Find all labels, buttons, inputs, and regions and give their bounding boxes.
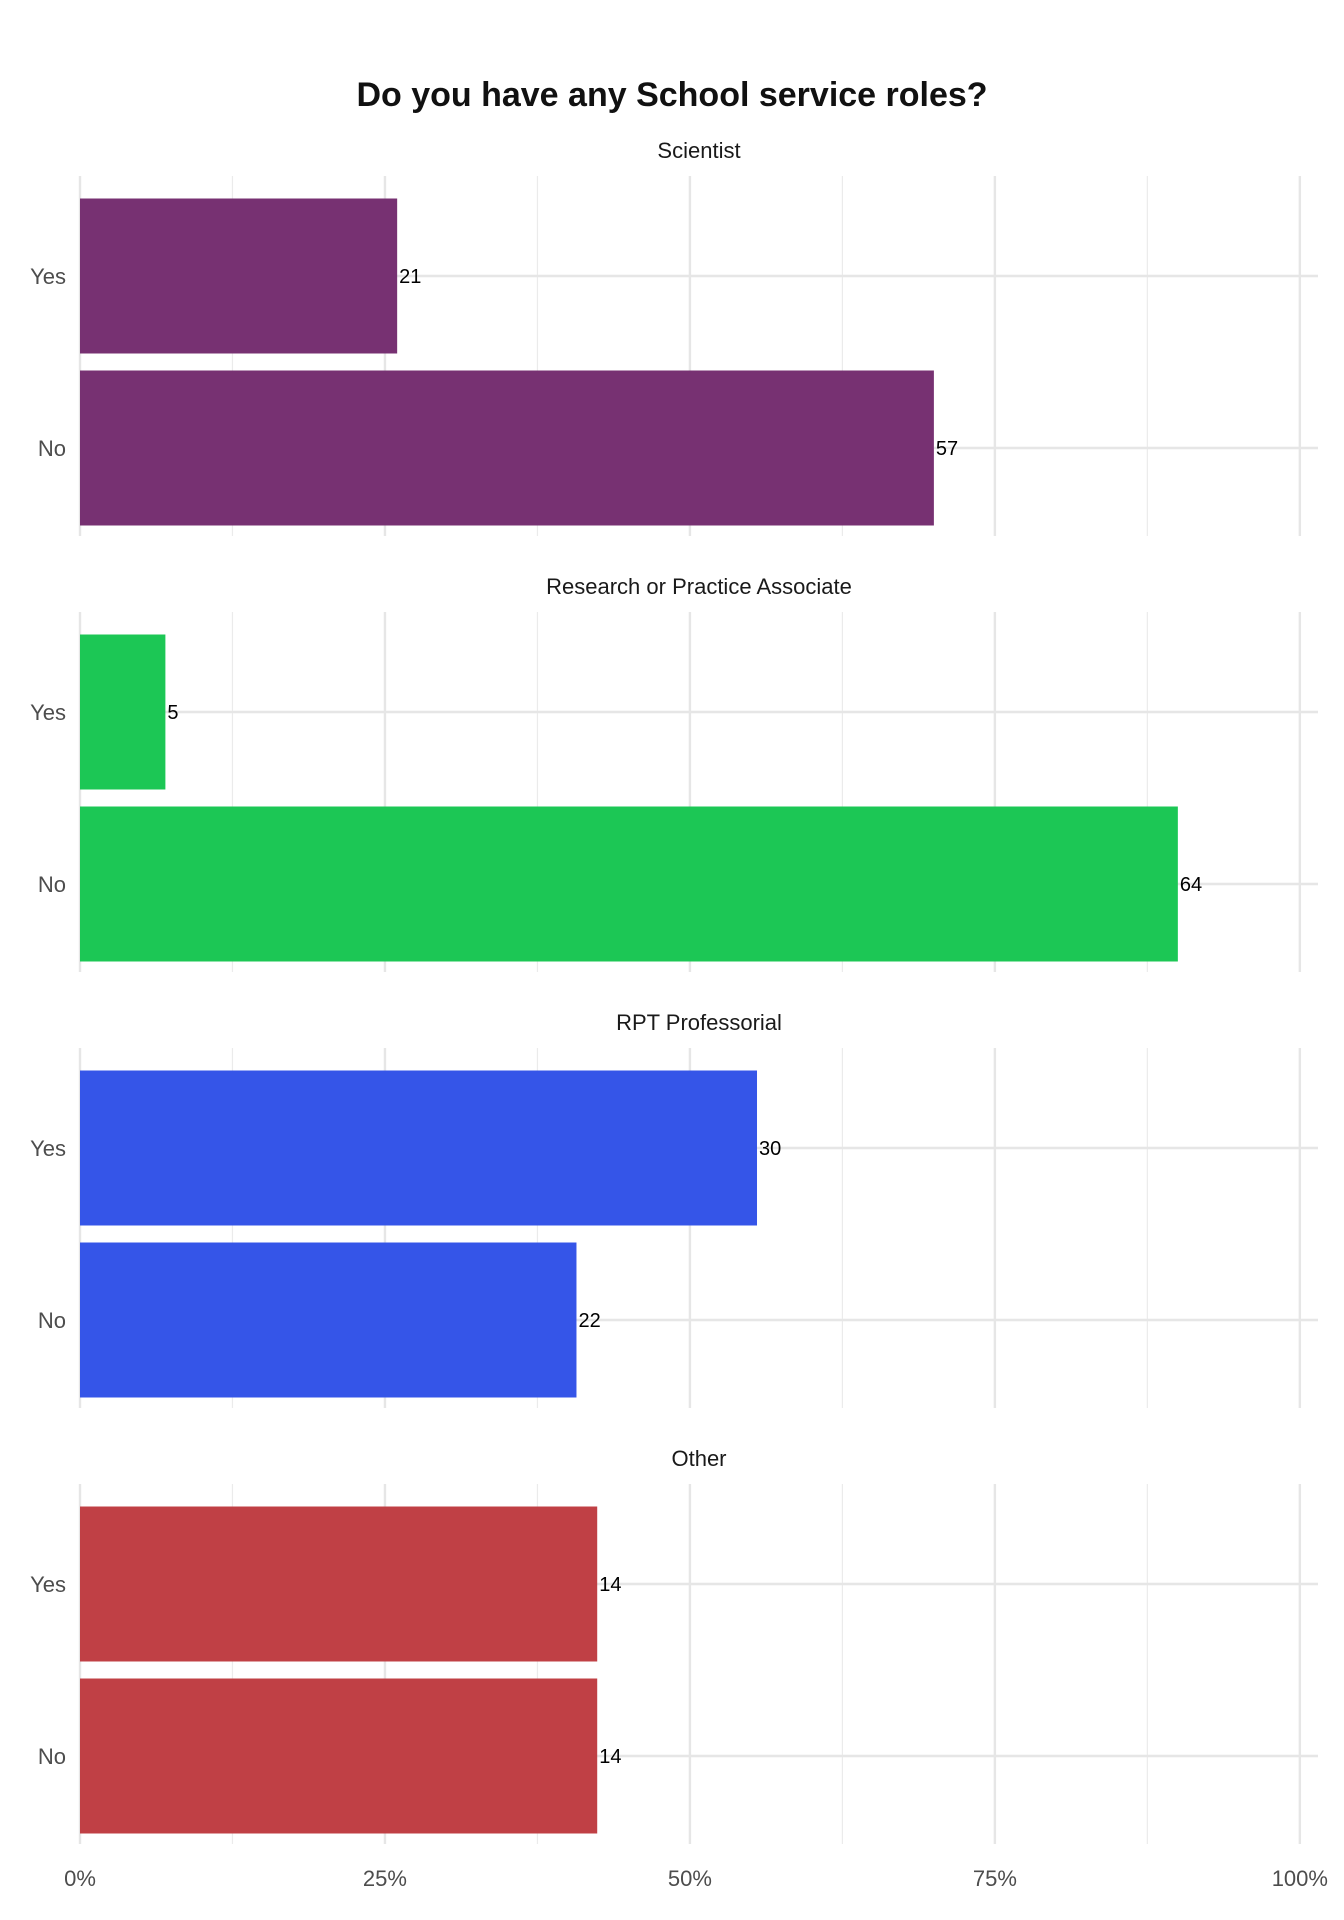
bar-yes xyxy=(80,198,398,354)
bar-no xyxy=(80,806,1178,962)
bar-count-label: 14 xyxy=(599,1574,621,1596)
x-tick-label: 0% xyxy=(64,1866,96,1891)
category-label: No xyxy=(38,1744,66,1769)
facet-panel: Scientist 21 Yes 57 No xyxy=(30,138,1318,536)
facet-strip-label: Other xyxy=(671,1446,726,1471)
category-label: Yes xyxy=(30,700,66,725)
facet-strip-label: RPT Professorial xyxy=(616,1010,782,1035)
bar-yes xyxy=(80,1506,598,1662)
bar-no xyxy=(80,1678,598,1834)
x-tick-label: 75% xyxy=(973,1866,1017,1891)
category-label: Yes xyxy=(30,1136,66,1161)
bar-count-label: 21 xyxy=(399,266,421,288)
category-label: No xyxy=(38,436,66,461)
chart-title: Do you have any School service roles? xyxy=(356,76,987,114)
category-label: Yes xyxy=(30,264,66,289)
facet-strip-label: Scientist xyxy=(657,138,740,163)
bar-no xyxy=(80,1242,577,1398)
facet-strip-label: Research or Practice Associate xyxy=(546,574,852,599)
x-tick-label: 50% xyxy=(668,1866,712,1891)
bar-count-label: 30 xyxy=(759,1138,781,1160)
category-label: Yes xyxy=(30,1572,66,1597)
x-tick-label: 25% xyxy=(363,1866,407,1891)
facet-panel: Research or Practice Associate 5 Yes 64 No xyxy=(30,574,1318,972)
bar-count-label: 14 xyxy=(599,1746,621,1768)
facet-panel: RPT Professorial 30 Yes 22 No xyxy=(30,1010,1318,1408)
bar-count-label: 57 xyxy=(936,438,958,460)
x-axis: 0% 25% 50% 75% 100% xyxy=(64,1866,1328,1891)
bar-count-label: 64 xyxy=(1180,874,1202,896)
x-tick-label: 100% xyxy=(1272,1866,1328,1891)
bar-yes xyxy=(80,1070,758,1226)
facet-panel: Other 14 Yes 14 No xyxy=(30,1446,1318,1844)
bar-count-label: 22 xyxy=(578,1310,600,1332)
category-label: No xyxy=(38,1308,66,1333)
category-label: No xyxy=(38,872,66,897)
bar-yes xyxy=(80,634,166,790)
bar-count-label: 5 xyxy=(167,702,178,724)
bar-no xyxy=(80,370,934,526)
